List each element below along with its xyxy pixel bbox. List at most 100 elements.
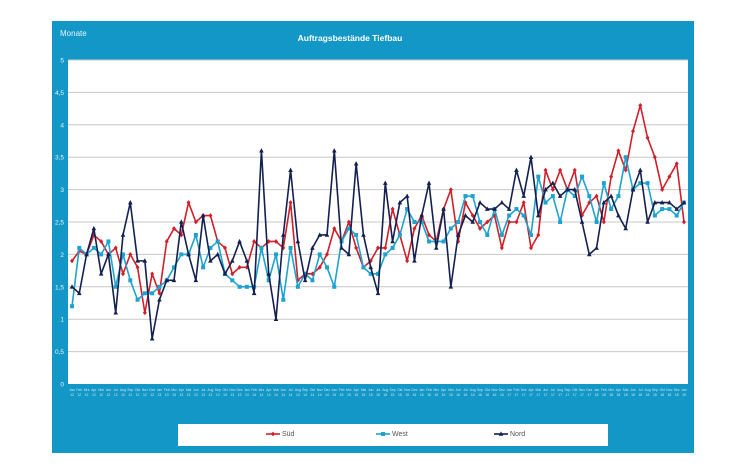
data-point-sued <box>609 174 614 180</box>
data-point-nord <box>331 148 337 153</box>
data-point-sued <box>601 219 606 225</box>
x-tick-label: Aug 12 <box>120 388 126 397</box>
data-point-west <box>427 239 431 244</box>
data-point-sued <box>346 219 351 225</box>
y-tick-label: 4 <box>60 122 64 129</box>
x-tick-label: Mai 15 <box>361 388 367 397</box>
data-point-sued <box>142 310 147 316</box>
data-point-nord <box>237 238 242 244</box>
data-point-nord <box>514 167 519 172</box>
data-point-nord <box>324 232 330 237</box>
data-point-nord <box>608 193 614 198</box>
data-point-west <box>325 265 329 270</box>
data-point-nord <box>164 277 170 283</box>
x-tick-label: Mrz 12 <box>84 388 90 397</box>
x-tick-label: Sep 18 <box>652 388 658 397</box>
data-point-nord <box>222 271 228 276</box>
data-point-nord <box>448 284 454 289</box>
chart-title: Auftragsbestände Tiefbau <box>297 33 403 43</box>
data-point-west <box>230 278 235 283</box>
data-point-sued <box>616 148 621 154</box>
legend-marker-icon <box>494 431 508 436</box>
data-point-sued <box>288 200 293 205</box>
x-tick-label: Jun 16 <box>455 388 461 397</box>
data-point-sued <box>157 290 162 296</box>
x-tick-label: Dez 18 <box>674 388 680 397</box>
data-point-nord <box>273 316 279 321</box>
data-point-sued <box>70 258 74 264</box>
x-tick-label: Jan 13 <box>157 388 163 397</box>
data-point-sued <box>499 245 504 251</box>
data-point-nord <box>382 180 388 185</box>
x-tick-label: Apr 14 <box>266 388 272 397</box>
data-point-west <box>521 213 526 218</box>
x-tick-label: Jun 12 <box>106 388 112 397</box>
data-point-west <box>332 284 337 289</box>
data-point-nord <box>535 212 541 218</box>
y-tick-label: 0 <box>60 382 64 389</box>
data-point-west <box>113 284 118 289</box>
data-point-west <box>623 155 628 160</box>
data-point-west <box>478 220 482 224</box>
data-point-nord <box>412 258 417 263</box>
x-tick-label: Dez 12 <box>149 388 155 397</box>
data-point-nord <box>433 245 439 250</box>
data-point-sued <box>317 264 322 270</box>
y-tick-label: 4,5 <box>55 90 64 97</box>
x-tick-label: Dez 14 <box>324 388 330 397</box>
legend-marker <box>498 431 504 436</box>
x-tick-label: Feb 15 <box>339 388 345 397</box>
data-point-nord <box>200 212 206 218</box>
data-point-sued <box>536 232 541 238</box>
data-point-west <box>616 194 621 199</box>
data-point-nord <box>142 258 148 263</box>
data-point-nord <box>565 187 570 192</box>
x-tick-label: Dez 16 <box>499 388 505 397</box>
x-tick-label: Sep 13 <box>215 388 221 397</box>
data-point-sued <box>652 154 657 160</box>
data-point-west <box>244 284 249 289</box>
x-tick-label: Jan 19 <box>681 388 687 397</box>
data-point-west <box>77 245 82 250</box>
data-point-sued <box>667 174 672 180</box>
data-point-sued <box>135 264 140 270</box>
data-point-sued <box>150 271 155 277</box>
x-tick-label: Sep 15 <box>390 388 396 397</box>
y-tick-label: 1 <box>60 317 64 324</box>
x-tick-label: Jun 15 <box>368 388 374 397</box>
x-tick-label: Jan 14 <box>244 388 250 397</box>
data-point-sued <box>631 128 635 134</box>
data-point-west <box>361 265 366 270</box>
data-point-nord <box>339 245 344 250</box>
x-tick-label: Apr 17 <box>528 388 534 397</box>
x-tick-label: Okt 16 <box>485 388 490 397</box>
data-point-sued <box>412 226 417 231</box>
data-point-nord <box>295 238 301 244</box>
data-point-sued <box>638 102 643 108</box>
data-point-west <box>157 284 162 289</box>
data-point-nord <box>601 199 607 205</box>
data-point-nord <box>557 193 563 198</box>
data-point-west <box>601 181 606 186</box>
x-tick-label: Aug 15 <box>382 388 388 397</box>
x-tick-label: Dez 15 <box>411 388 417 397</box>
data-point-west <box>550 194 555 199</box>
data-point-nord <box>528 154 534 159</box>
data-point-nord <box>244 258 250 263</box>
data-point-west <box>91 245 96 250</box>
x-tick-label: Jul 13 <box>201 388 206 397</box>
data-point-nord <box>178 219 184 224</box>
legend-marker-icon <box>376 432 390 436</box>
data-point-nord <box>616 212 621 218</box>
data-point-west <box>70 304 74 309</box>
x-tick-label: Sep 17 <box>564 388 570 397</box>
data-point-west <box>310 278 315 283</box>
data-point-west <box>412 220 417 224</box>
data-point-nord <box>521 193 527 198</box>
data-point-sued <box>492 213 497 218</box>
data-point-west <box>499 232 504 237</box>
data-point-west <box>215 239 220 244</box>
x-tick-label: Jul 15 <box>376 388 381 397</box>
data-point-nord <box>215 251 221 257</box>
data-point-sued <box>128 252 133 257</box>
